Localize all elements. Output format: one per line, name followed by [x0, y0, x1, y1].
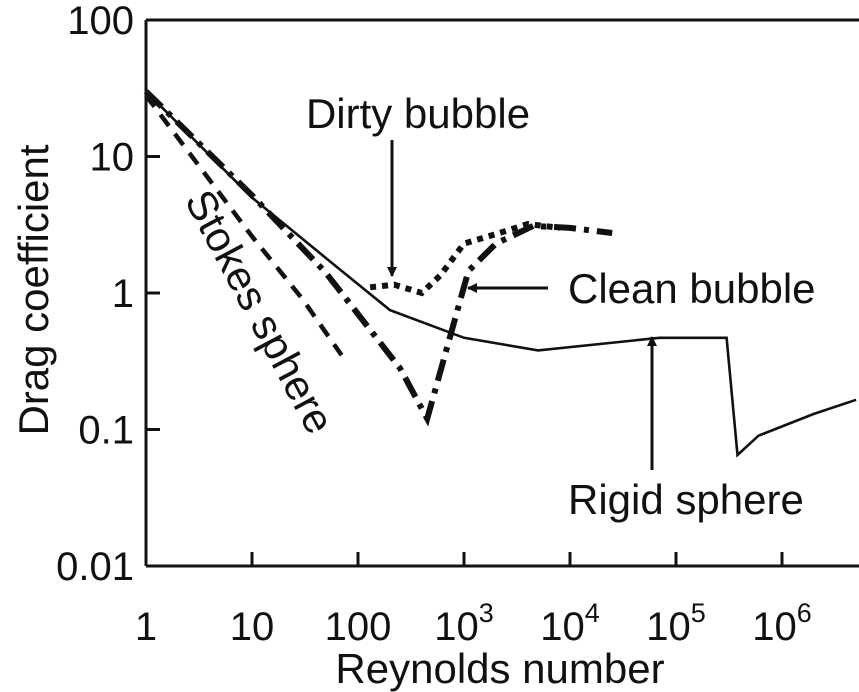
series-rigid-sphere-line [145, 90, 857, 458]
y-tick-label: 10 [90, 136, 135, 180]
annotation-rigid-sphere: Rigid sphere [568, 476, 804, 523]
annotation-dirty-bubble: Dirty bubble [306, 90, 530, 137]
annotation-stokes-sphere: Stokes sphere [176, 182, 344, 441]
x-tick-label: 104 [540, 598, 600, 649]
x-axis-label: Reynolds number [335, 645, 664, 692]
series-group [143, 89, 857, 458]
y-axis-label: Drag coefficient [10, 144, 57, 435]
x-tick-label: 1 [135, 605, 157, 649]
y-tick-label: 0.01 [56, 545, 134, 589]
x-tick-label: 100 [325, 605, 392, 649]
ticks: 1 10 100 103 104 105 106 100 10 1 0.1 0.01 [56, 0, 812, 649]
x-tick-label: 10 [230, 605, 275, 649]
x-tick-label: 105 [646, 598, 706, 649]
series-stokes-sphere-line [144, 94, 344, 357]
y-tick-label: 1 [112, 272, 134, 316]
x-tick-label: 103 [434, 598, 494, 649]
y-tick-label: 0.1 [78, 409, 134, 453]
annotations: Dirty bubble Clean bubble Stokes sphere … [176, 90, 815, 523]
y-tick-label: 100 [67, 0, 134, 43]
x-tick-label: 106 [752, 598, 812, 649]
annotation-clean-bubble: Clean bubble [568, 265, 816, 312]
series-dirty-bubble-line [369, 220, 561, 297]
series-clean-bubble-line [143, 89, 613, 427]
